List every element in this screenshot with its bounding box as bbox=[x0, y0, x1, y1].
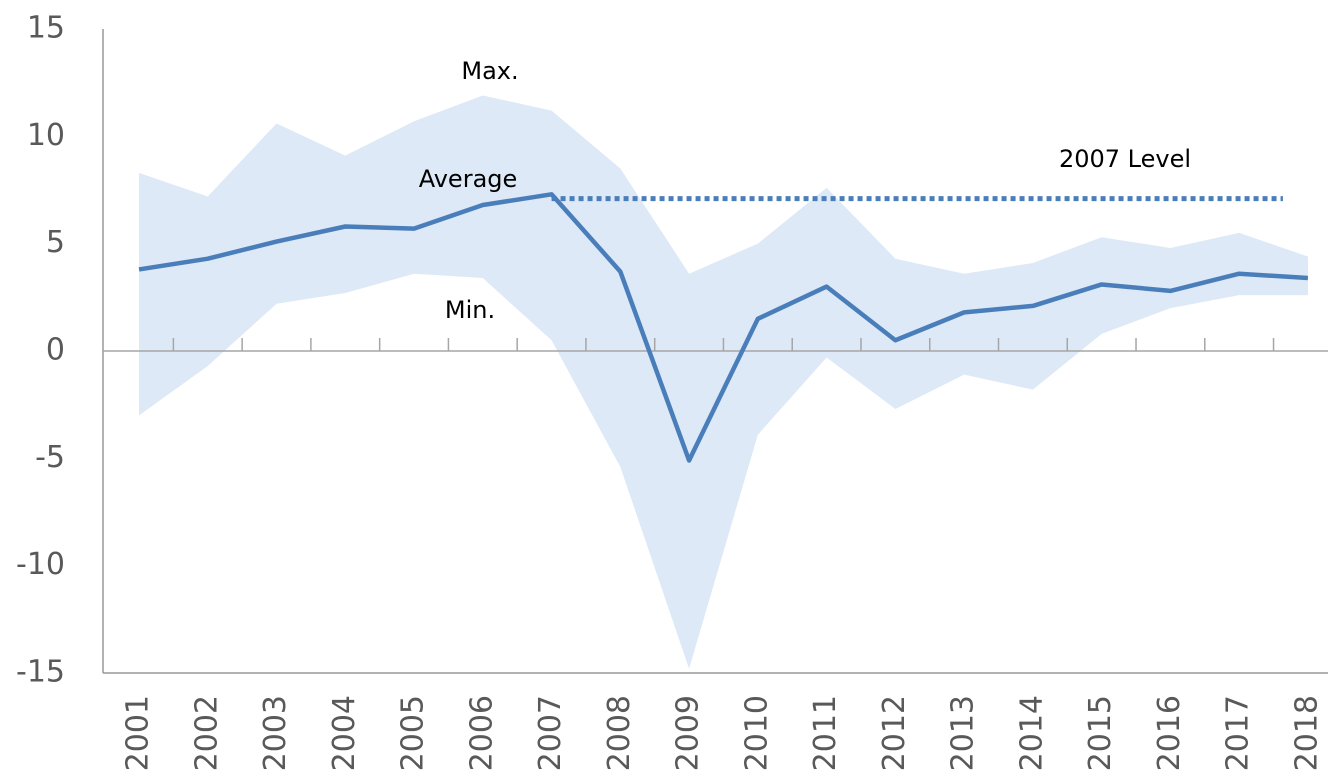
range-band bbox=[139, 95, 1308, 669]
x-tick-label: 2005 bbox=[396, 695, 431, 771]
x-tick-label: 2007 bbox=[533, 695, 568, 771]
series-label: Average bbox=[419, 165, 518, 193]
y-tick-label: 15 bbox=[27, 11, 65, 46]
series-label: Max. bbox=[461, 57, 518, 85]
y-tick-label: -5 bbox=[35, 440, 65, 475]
series-label: 2007 Level bbox=[1059, 145, 1191, 173]
y-tick-label: -15 bbox=[16, 655, 65, 690]
x-tick-label: 2014 bbox=[1014, 695, 1049, 771]
x-tick-label: 2017 bbox=[1221, 695, 1256, 771]
x-tick-label: 2006 bbox=[464, 695, 499, 771]
x-tick-label: 2001 bbox=[121, 695, 156, 771]
x-tick-label: 2010 bbox=[739, 695, 774, 771]
average-line bbox=[138, 192, 1309, 463]
x-tick-label: 2015 bbox=[1083, 695, 1118, 771]
series-label: Min. bbox=[445, 296, 495, 324]
x-tick-label: 2016 bbox=[1152, 695, 1187, 771]
x-tick-label: 2008 bbox=[602, 695, 637, 771]
x-tick-label: 2013 bbox=[946, 695, 981, 771]
x-tick-label: 2004 bbox=[327, 695, 362, 771]
y-tick-label: 0 bbox=[46, 333, 65, 368]
x-tick-label: 2003 bbox=[258, 695, 293, 771]
x-tick-label: 2009 bbox=[671, 695, 706, 771]
y-tick-label: 5 bbox=[46, 225, 65, 260]
x-tick-label: 2011 bbox=[808, 695, 843, 771]
x-tick-label: 2012 bbox=[877, 695, 912, 771]
x-tick-label: 2002 bbox=[189, 695, 224, 771]
y-tick-label: -10 bbox=[16, 547, 65, 582]
y-tick-label: 10 bbox=[27, 118, 65, 153]
x-tick-label: 2018 bbox=[1289, 695, 1324, 771]
